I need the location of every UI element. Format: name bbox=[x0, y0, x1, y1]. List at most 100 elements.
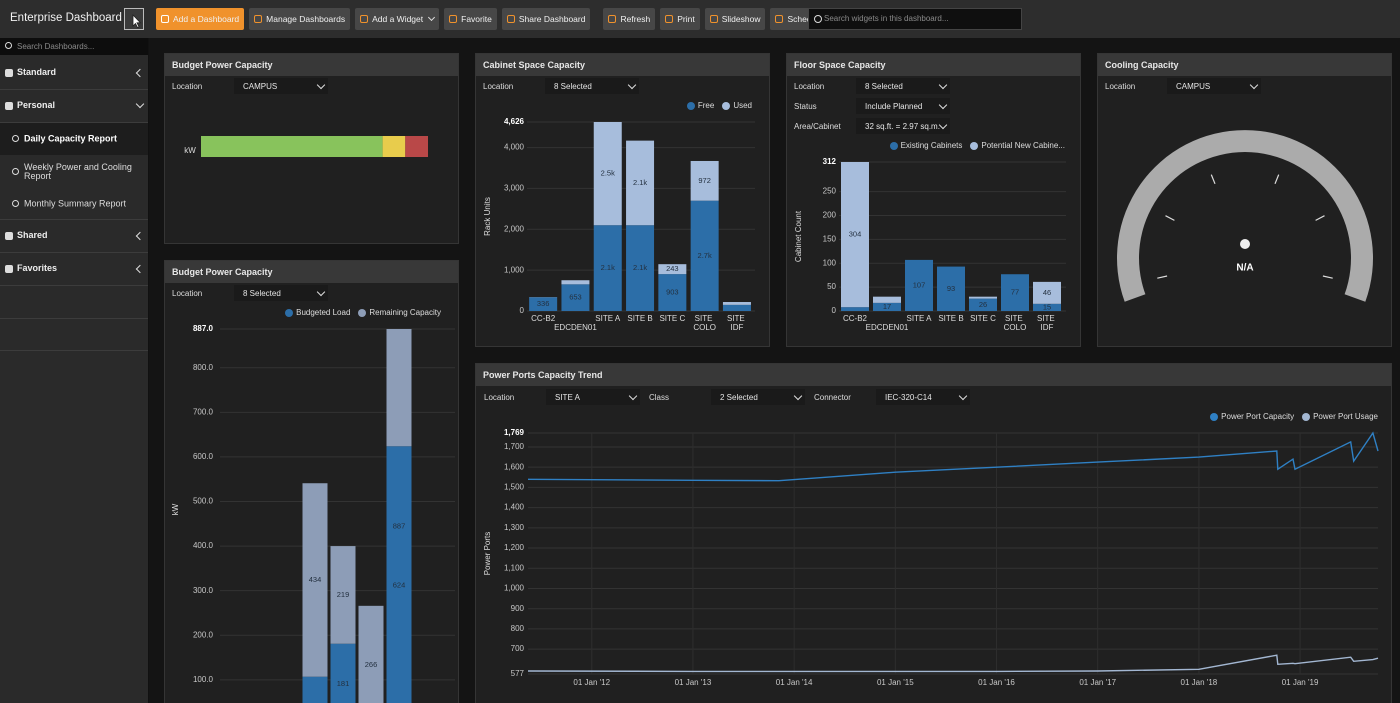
widget-title: Budget Power Capacity bbox=[172, 60, 273, 70]
legend-swatch bbox=[285, 308, 294, 317]
legend-item[interactable]: Potential New Cabine... bbox=[970, 141, 1065, 150]
filter-label: Location bbox=[172, 82, 203, 91]
dashboard-link[interactable]: Monthly Summary Report bbox=[0, 188, 148, 220]
filter-label: Area/Cabinet bbox=[794, 122, 841, 131]
button-label: Slideshow bbox=[721, 14, 761, 24]
sidebar-group[interactable]: Standard bbox=[0, 57, 148, 89]
link-icon bbox=[12, 135, 19, 142]
toolbar-button[interactable]: Manage Dashboards bbox=[249, 8, 351, 30]
filter-select[interactable]: IEC-320-C14 bbox=[876, 389, 970, 405]
chevron bbox=[135, 99, 145, 109]
legend-item[interactable]: Free bbox=[686, 101, 715, 110]
toolbar-buttons: Add a Dashboard Manage Dashboards Add a Wi… bbox=[156, 8, 828, 30]
widget-title: Floor Space Capacity bbox=[794, 60, 886, 70]
widget: Power Ports Capacity Trend Location SITE A… bbox=[475, 363, 1392, 703]
legend: Budgeted Load Remaining Capacity bbox=[285, 308, 441, 317]
legend-item[interactable]: Used bbox=[722, 101, 752, 110]
button-icon bbox=[449, 15, 458, 23]
chevron bbox=[135, 264, 145, 274]
search-icon bbox=[5, 42, 12, 49]
filter-select[interactable]: SITE A bbox=[546, 389, 640, 405]
filter-value: IEC-320-C14 bbox=[885, 393, 932, 402]
legend-swatch bbox=[970, 141, 979, 150]
legend-item[interactable]: Remaining Capacity bbox=[358, 308, 441, 317]
toolbar-button[interactable]: Favorite bbox=[444, 8, 497, 30]
group-icon bbox=[5, 265, 13, 273]
sidebar-group[interactable]: Personal bbox=[0, 90, 148, 122]
sidebar: Search Dashboards... Standard Personal Dail… bbox=[0, 38, 149, 703]
dashboard-search[interactable]: Search Dashboards... bbox=[0, 38, 148, 55]
widget: Floor Space Capacity Location 8 Selected St… bbox=[786, 53, 1081, 347]
group-icon bbox=[5, 69, 13, 77]
widget: Cabinet Space Capacity Location 8 Selected bbox=[475, 53, 770, 347]
group-label: Standard bbox=[17, 67, 57, 77]
button-label: Print bbox=[677, 14, 695, 24]
chevron bbox=[1249, 80, 1259, 90]
filter-select[interactable]: 8 Selected bbox=[545, 78, 639, 94]
link-label: Weekly Power and Cooling Report bbox=[24, 161, 132, 181]
chevron bbox=[938, 100, 948, 110]
legend-item[interactable]: Power Port Capacity bbox=[1210, 412, 1294, 421]
button-icon bbox=[360, 15, 369, 23]
legend-label: Potential New Cabine... bbox=[981, 141, 1065, 150]
filter-select[interactable]: 8 Selected bbox=[856, 78, 950, 94]
toolbar: Enterprise Dashboard Add a Dashboard Manag… bbox=[0, 0, 1400, 38]
widget-search[interactable]: Search widgets in this dashboard... bbox=[808, 8, 1022, 30]
separator bbox=[0, 252, 148, 253]
filter-value: 32 sq.ft. = 2.97 sq.m. bbox=[865, 122, 940, 131]
cursor-icon bbox=[132, 14, 142, 29]
dashboard-link[interactable]: Daily Capacity Report bbox=[0, 123, 148, 155]
legend-swatch bbox=[722, 101, 731, 110]
link-label: Daily Capacity Report bbox=[24, 133, 118, 144]
button-label: Favorite bbox=[461, 14, 492, 24]
group-label: Personal bbox=[17, 100, 56, 110]
widget-title: Budget Power Capacity bbox=[172, 267, 273, 277]
toolbar-button[interactable]: Slideshow bbox=[704, 8, 766, 30]
toolbar-button[interactable]: Add a Dashboard bbox=[156, 8, 245, 30]
widget-header: Budget Power Capacity bbox=[165, 261, 458, 283]
chevron bbox=[628, 391, 638, 401]
group-icon bbox=[5, 232, 13, 240]
legend-item[interactable]: Power Port Usage bbox=[1302, 412, 1378, 421]
widget: Cooling Capacity Location CAMPUS bbox=[1097, 53, 1392, 347]
search-placeholder: Search widgets in this dashboard... bbox=[824, 14, 949, 23]
app-title: Enterprise Dashboard bbox=[10, 12, 122, 24]
legend: Free Used bbox=[686, 101, 752, 110]
filter-select[interactable]: CAMPUS bbox=[234, 78, 328, 94]
separator bbox=[0, 285, 148, 286]
search-icon bbox=[814, 15, 822, 23]
filter-select[interactable]: 8 Selected bbox=[234, 285, 328, 301]
legend-label: Free bbox=[697, 101, 715, 110]
toolbar-button[interactable]: Refresh bbox=[603, 8, 656, 30]
toolbar-button[interactable]: Print bbox=[660, 8, 700, 30]
sidebar-group[interactable]: Shared bbox=[0, 220, 148, 252]
filter-label: Location bbox=[794, 82, 825, 91]
legend-swatch bbox=[889, 141, 898, 150]
widget-header: Budget Power Capacity bbox=[165, 54, 458, 76]
legend-label: Remaining Capacity bbox=[369, 308, 441, 317]
legend-item[interactable]: Existing Cabinets bbox=[889, 141, 962, 150]
filter-select[interactable]: 32 sq.ft. = 2.97 sq.m. bbox=[856, 118, 950, 134]
filter-select[interactable]: 2 Selected bbox=[711, 389, 805, 405]
widget-title: Cabinet Space Capacity bbox=[483, 60, 586, 70]
chevron bbox=[316, 80, 326, 90]
legend-label: Power Port Capacity bbox=[1221, 412, 1295, 421]
filter-select[interactable]: CAMPUS bbox=[1167, 78, 1261, 94]
group-label: Shared bbox=[17, 230, 48, 240]
legend-item[interactable]: Budgeted Load bbox=[285, 308, 350, 317]
button-icon bbox=[254, 15, 263, 23]
button-icon bbox=[161, 15, 169, 23]
button-icon bbox=[709, 15, 718, 23]
sidebar-group[interactable]: Favorites bbox=[0, 253, 148, 285]
filter-select[interactable]: Include Planned bbox=[856, 98, 950, 114]
button-label: Manage Dashboards bbox=[266, 14, 346, 24]
collapse-button[interactable] bbox=[124, 8, 144, 30]
filter-value: 8 Selected bbox=[243, 289, 281, 298]
button-icon bbox=[775, 15, 784, 23]
legend: Existing Cabinets Potential New Cabine... bbox=[889, 141, 1065, 150]
toolbar-button[interactable]: Add a Widget bbox=[355, 8, 440, 30]
toolbar-button[interactable]: Share Dashboard bbox=[501, 8, 591, 30]
separator bbox=[0, 350, 148, 351]
widget-header: Cooling Capacity bbox=[1098, 54, 1391, 76]
dashboard-link[interactable]: Weekly Power and Cooling Report bbox=[0, 155, 148, 188]
